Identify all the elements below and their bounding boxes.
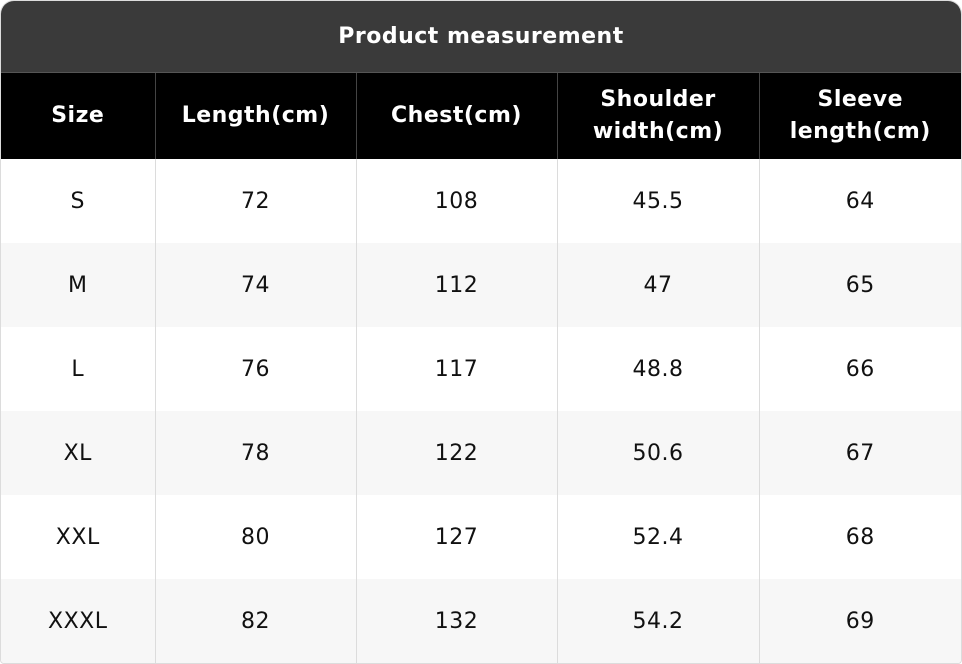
size-cell: XL — [1, 411, 155, 495]
table-row: S 72 108 45.5 64 — [1, 159, 961, 243]
column-header: Sleeve length(cm) — [758, 73, 961, 159]
size-cell: XXXL — [1, 579, 155, 663]
column-header: Length(cm) — [154, 73, 356, 159]
measurement-cell: 82 — [154, 579, 356, 663]
measurement-cell: 127 — [355, 495, 557, 579]
table-body: S 72 108 45.5 64 M 74 112 47 65 L 76 117 48.8 66 XL 78 12… — [1, 159, 961, 663]
size-cell: S — [70, 188, 85, 214]
size-cell: XXL — [55, 524, 100, 550]
measurement-cell: 132 — [355, 579, 557, 663]
measurement-cell: 76 — [154, 327, 356, 411]
measurement-cell: 78 — [154, 411, 356, 495]
column-header: Shoulder width(cm) — [556, 73, 759, 159]
measurement-cell: 54.2 — [556, 579, 759, 663]
measurement-cell: 50.6 — [556, 411, 759, 495]
size-table: Size Length(cm) Chest(cm) Shoulder width(cm… — [1, 73, 961, 663]
size-cell: M — [1, 243, 155, 327]
measurement-cell: 112 — [355, 243, 557, 327]
size-cell: L — [71, 356, 85, 382]
table-row: XXL 80 127 52.4 68 — [1, 495, 961, 579]
measurement-cell: 80 — [154, 495, 356, 579]
column-header: Size — [1, 73, 155, 159]
measurement-cell: 74 — [154, 243, 356, 327]
measurement-cell: 52.4 — [556, 495, 759, 579]
measurement-cell: 66 — [758, 327, 961, 411]
table-row: XXXL 82 132 54.2 69 — [1, 579, 961, 663]
table-row: M 74 112 47 65 — [1, 243, 961, 327]
table-row: L 76 117 48.8 66 — [1, 327, 961, 411]
table-title: Product measurement — [1, 1, 961, 73]
measurement-cell: 68 — [758, 495, 961, 579]
table-row: XL 78 122 50.6 67 — [1, 411, 961, 495]
measurement-cell: 122 — [355, 411, 557, 495]
measurement-cell: 45.5 — [556, 159, 759, 243]
measurement-cell: 117 — [355, 327, 557, 411]
measurement-cell: 69 — [758, 579, 961, 663]
measurement-cell: 67 — [758, 411, 961, 495]
measurement-cell: 48.8 — [556, 327, 759, 411]
measurement-cell: 65 — [758, 243, 961, 327]
column-header: Chest(cm) — [355, 73, 557, 159]
measurement-cell: 64 — [758, 159, 961, 243]
measurement-cell: 72 — [154, 159, 356, 243]
measurement-cell: 47 — [556, 243, 759, 327]
measurement-cell: 108 — [355, 159, 557, 243]
header-row: Size Length(cm) Chest(cm) Shoulder width(cm… — [1, 73, 961, 159]
